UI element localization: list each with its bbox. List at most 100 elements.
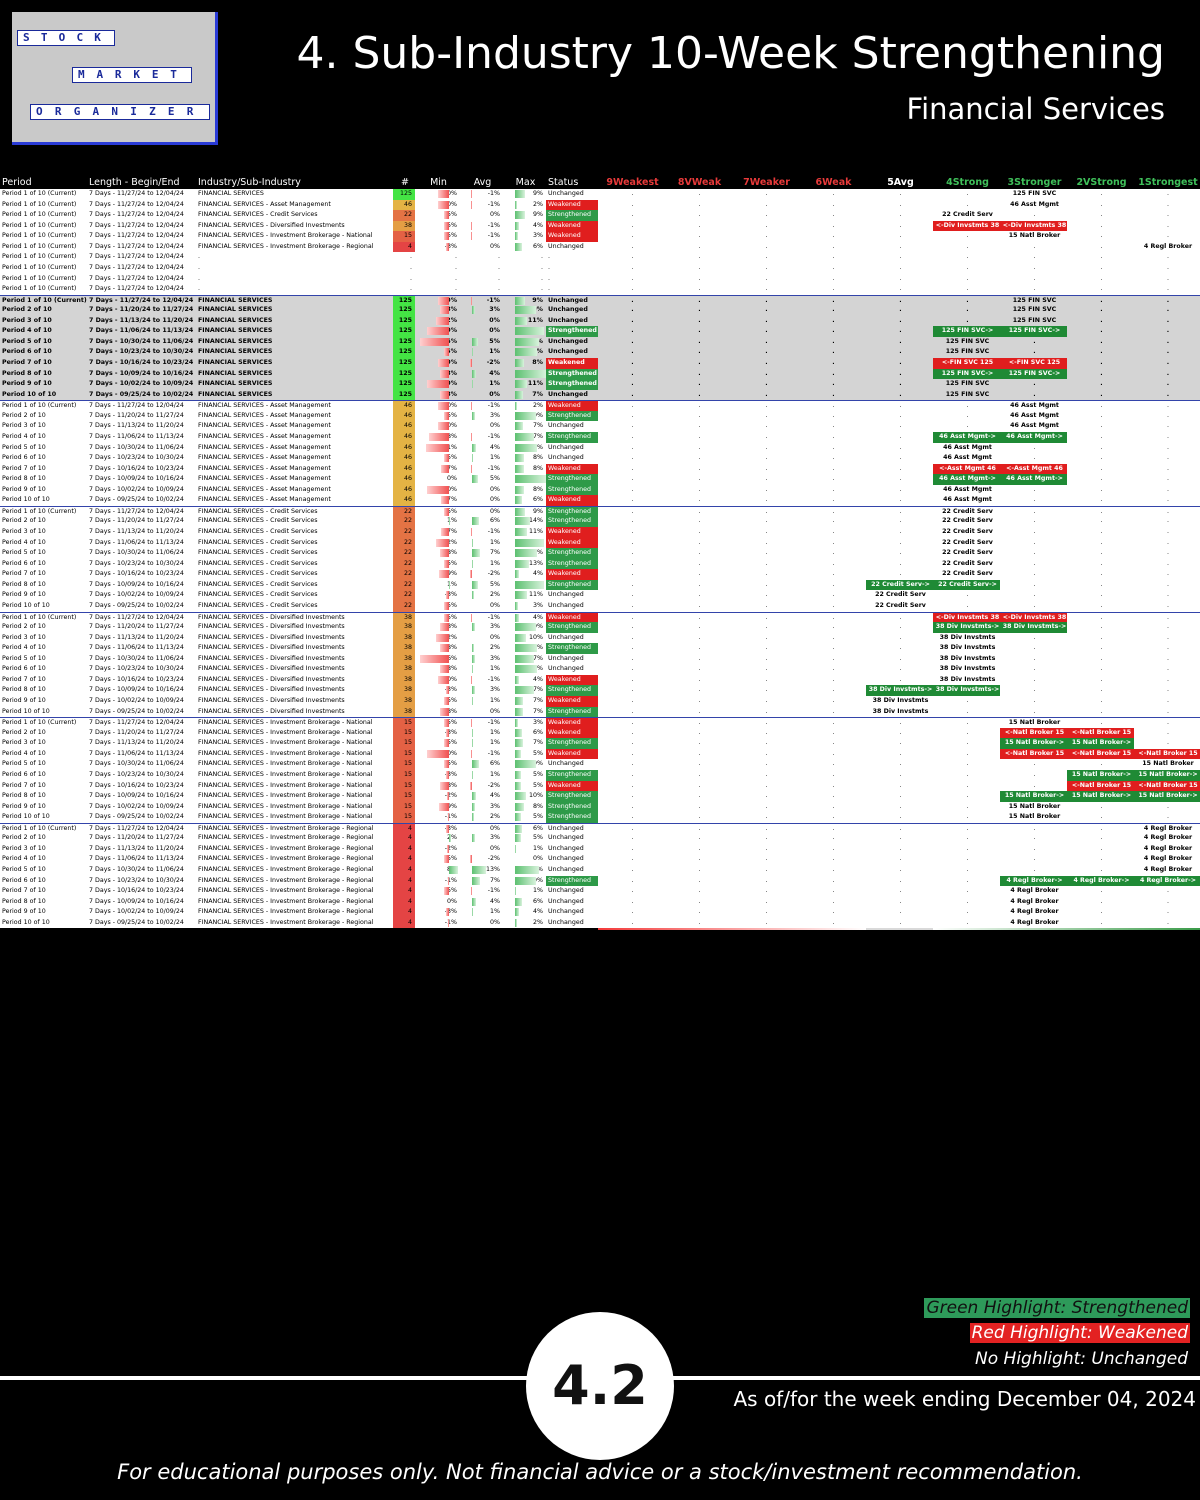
status: Unchanged [548,824,584,832]
strength-cell: . [899,802,902,810]
strength-cell: . [631,728,634,736]
avg: 4% [460,443,503,454]
min: -2% [444,792,457,801]
min: -12% [415,316,460,327]
strength-cell: . [899,770,902,778]
industry: FINANCIAL SERVICES [198,337,273,345]
count: . [409,263,412,271]
count: 22 [393,506,415,517]
min: -8% [415,305,460,316]
max: 8% [503,358,546,369]
data-bar [443,697,449,705]
data-bar [472,369,477,378]
column-header: # [401,177,409,188]
status: Unchanged [548,190,584,197]
period: Period 9 of 10 [2,908,46,916]
data-bar [470,221,472,230]
data-bar [515,580,544,589]
data-bar [427,327,449,336]
strength-cell: . [631,422,634,430]
strength-cell: . [832,306,835,314]
period: Period 10 of 10 [2,496,50,504]
strength-cell: . [698,844,701,852]
data-bar [472,538,474,547]
data-bar [441,464,449,473]
strength-cell: . [1033,538,1036,546]
strength-cell: . [832,221,835,229]
strength-cell: . [765,348,768,356]
strength-cell: . [698,507,701,515]
strength-cell: . [631,211,634,219]
status: Weakened [546,495,598,506]
data-bar [470,464,472,473]
length: 7 Days - 11/06/24 to 11/13/24 [89,538,184,546]
strength-cell: . [1100,306,1103,314]
strength-cell: . [899,402,902,410]
min: -26% [415,337,460,348]
industry: FINANCIAL SERVICES - Diversified Investm… [198,654,345,662]
strength-cell: 4 Regl Broker [1143,242,1193,250]
strength-cell: . [631,654,634,662]
strength-cell: 22 Credit Serv [875,591,926,599]
status: Weakened [546,718,598,728]
length: 7 Days - 10/30/24 to 11/06/24 [89,654,184,662]
min: -20% [415,485,460,496]
strength-cell: . [1166,654,1169,662]
max: 6% [503,897,546,908]
strength-cell: . [1166,665,1169,673]
strength-cell: . [631,707,634,715]
strength-cell: . [1166,274,1169,282]
strength-cell: . [1033,285,1036,293]
strength-cell: . [1100,538,1103,546]
strength-cell: . [1100,316,1103,324]
table-row: Period 5 of 10 7 Days - 10/30/24 to 11/06… [0,548,1200,559]
strength-cell: . [765,242,768,250]
max: 6% [503,824,546,834]
strength-cell: . [832,422,835,430]
table-row: Period 10 of 10 7 Days - 09/25/24 to 10/0… [0,495,1200,506]
strength-cell: . [631,549,634,557]
data-bar [438,296,449,305]
max: 5% [503,812,546,823]
data-bar [420,337,449,346]
table: Period Length - Begin/End Industry/Sub-Ind… [0,176,1200,929]
strength-cell: . [1100,443,1103,451]
table-row: Period 1 of 10 (Current) 7 Days - 11/27/2… [0,717,1200,728]
industry: FINANCIAL SERVICES [198,380,273,388]
strength-cell: . [1100,402,1103,410]
strength-cell: . [832,601,835,609]
strength-cell: 22 Credit Serv [942,211,993,219]
min: . [454,285,457,293]
strength-cell: 125 FIN SVC-> [1000,368,1067,380]
data-bar [469,359,472,367]
count: . [409,285,412,293]
data-bar [472,876,480,885]
strength-cell: . [765,263,768,271]
strength-cell: . [765,697,768,704]
strength-cell: . [765,422,768,430]
strength-cell: . [966,824,969,832]
strength-cell: . [1166,580,1169,588]
max: 4% [503,907,546,918]
table-row: Period 1 of 10 (Current) 7 Days - 11/27/2… [0,189,1200,200]
strength-cell: . [899,390,902,398]
strength-cell: 38 Div Invstmts [939,675,996,683]
strength-cell: <-Natl Broker 15 [1000,748,1067,760]
period: Period 4 of 10 [2,644,46,652]
period: Period 10 of 10 [2,601,50,609]
industry: FINANCIAL SERVICES - Asset Management [198,454,331,462]
status: Unchanged [548,316,588,324]
period: Period 9 of 10 [2,485,46,493]
max: 17% [503,432,546,443]
strength-cell: . [832,644,835,652]
length: 7 Days - 11/27/24 to 12/04/24 [89,190,184,197]
strength-cell: . [698,402,701,410]
strength-cell: . [1166,918,1169,926]
max: 6% [503,728,546,739]
length: 7 Days - 10/02/24 to 10/09/24 [89,802,184,810]
data-bar [472,337,478,346]
industry: FINANCIAL SERVICES - Asset Management [198,485,331,493]
length: 7 Days - 11/27/24 to 12/04/24 [89,507,184,515]
length: 7 Days - 11/27/24 to 12/04/24 [89,242,184,250]
strength-cell: . [899,190,902,197]
